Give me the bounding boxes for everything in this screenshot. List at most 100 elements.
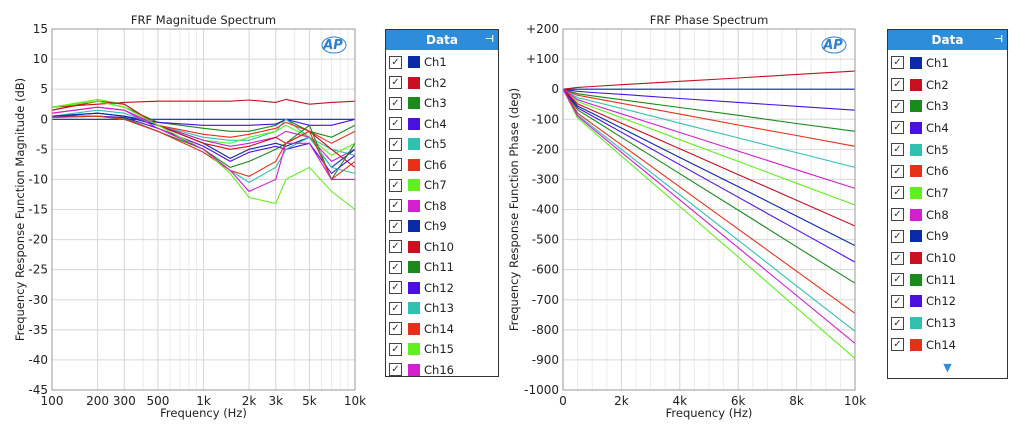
scroll-down-arrow-icon[interactable]: ▼	[943, 361, 952, 374]
legend-item-ch13[interactable]: ✓ Ch13	[386, 298, 498, 319]
legend-item-ch12[interactable]: ✓ Ch12	[888, 291, 1007, 313]
checkbox[interactable]: ✓	[389, 322, 402, 336]
x-tick-label: 10k	[844, 394, 866, 408]
checkbox[interactable]: ✓	[389, 117, 402, 131]
legend-item-ch4[interactable]: ✓ Ch4	[386, 114, 498, 135]
checkbox[interactable]: ✓	[389, 219, 402, 233]
series-line-ch2	[562, 70, 856, 90]
legend-item-ch2[interactable]: ✓ Ch2	[888, 74, 1007, 96]
checkbox[interactable]: ✓	[389, 342, 402, 356]
checkbox[interactable]: ✓	[891, 143, 904, 157]
y-tick-label: -800	[532, 323, 559, 337]
legend-item-ch2[interactable]: ✓ Ch2	[386, 73, 498, 94]
legend-header: Data ⊣	[386, 30, 498, 50]
checkbox[interactable]: ✓	[891, 294, 904, 308]
legend-item-ch14[interactable]: ✓ Ch14	[386, 319, 498, 340]
y-tick-label: -25	[28, 263, 48, 277]
checkbox[interactable]: ✓	[891, 208, 904, 222]
legend-label: Ch4	[926, 120, 949, 135]
legend-title: Data	[426, 33, 458, 47]
y-tick-label: -500	[532, 233, 559, 247]
legend-phase: Data ⊣ ✓ Ch1 ✓ Ch2 ✓ Ch3 ✓ Ch4 ✓ Ch5 ✓ Ch6 ✓ Ch7 ✓ Ch8 ✓ C…	[887, 29, 1008, 379]
legend-item-ch14[interactable]: ✓ Ch14	[888, 334, 1007, 356]
legend-label: Ch5	[926, 142, 949, 157]
y-axis-label: Frequency Response Function Magnitude (d…	[13, 78, 27, 341]
y-tick-label: -900	[532, 353, 559, 367]
legend-item-ch5[interactable]: ✓ Ch5	[888, 139, 1007, 161]
plot-border	[562, 28, 856, 391]
color-swatch	[910, 186, 922, 199]
checkbox[interactable]: ✓	[389, 178, 402, 192]
legend-item-ch1[interactable]: ✓ Ch1	[386, 52, 498, 73]
y-tick-label: -300	[532, 172, 559, 186]
pin-icon[interactable]: ⊣	[484, 34, 494, 45]
legend-item-ch5[interactable]: ✓ Ch5	[386, 134, 498, 155]
checkbox[interactable]: ✓	[891, 316, 904, 330]
y-tick-label: -5	[36, 142, 48, 156]
checkbox[interactable]: ✓	[389, 55, 402, 69]
legend-item-ch9[interactable]: ✓ Ch9	[386, 216, 498, 237]
checkbox[interactable]: ✓	[891, 251, 904, 265]
checkbox[interactable]: ✓	[389, 158, 402, 172]
checkbox[interactable]: ✓	[389, 76, 402, 90]
checkbox[interactable]: ✓	[891, 229, 904, 243]
checkbox[interactable]: ✓	[389, 240, 402, 254]
legend-item-ch8[interactable]: ✓ Ch8	[386, 196, 498, 217]
legend-item-ch1[interactable]: ✓ Ch1	[888, 52, 1007, 74]
legend-item-ch3[interactable]: ✓ Ch3	[888, 95, 1007, 117]
checkbox[interactable]: ✓	[891, 186, 904, 200]
checkbox[interactable]: ✓	[389, 363, 402, 377]
color-swatch	[408, 117, 420, 130]
legend-item-ch12[interactable]: ✓ Ch12	[386, 278, 498, 299]
checkbox[interactable]: ✓	[389, 281, 402, 295]
legend-label: Ch9	[926, 229, 949, 244]
checkbox[interactable]: ✓	[389, 199, 402, 213]
legend-item-ch10[interactable]: ✓ Ch10	[386, 237, 498, 258]
legend-label: Ch16	[424, 362, 454, 377]
y-tick-label: -30	[28, 293, 48, 307]
checkbox[interactable]: ✓	[389, 301, 402, 315]
legend-item-ch7[interactable]: ✓ Ch7	[888, 182, 1007, 204]
x-tick-label: 0	[559, 394, 567, 408]
legend-item-ch13[interactable]: ✓ Ch13	[888, 312, 1007, 334]
legend-item-ch11[interactable]: ✓ Ch11	[888, 269, 1007, 291]
x-tick-label: 5k	[302, 394, 317, 408]
series-line-ch16	[51, 106, 355, 193]
legend-item-ch8[interactable]: ✓ Ch8	[888, 204, 1007, 226]
legend-label: Ch7	[424, 178, 447, 193]
legend-item-ch6[interactable]: ✓ Ch6	[888, 160, 1007, 182]
series-line-ch11	[562, 88, 856, 284]
x-axis-label: Frequency (Hz)	[160, 406, 247, 420]
y-tick-label: 5	[40, 82, 48, 96]
legend-item-ch16[interactable]: ✓ Ch16	[386, 360, 498, 381]
checkbox[interactable]: ✓	[891, 99, 904, 113]
checkbox[interactable]: ✓	[891, 273, 904, 287]
checkbox[interactable]: ✓	[891, 164, 904, 178]
legend-item-ch4[interactable]: ✓ Ch4	[888, 117, 1007, 139]
legend-item-ch6[interactable]: ✓ Ch6	[386, 155, 498, 176]
checkbox[interactable]: ✓	[891, 121, 904, 135]
legend-item-ch9[interactable]: ✓ Ch9	[888, 226, 1007, 248]
y-tick-label: +100	[526, 52, 559, 66]
legend-item-ch10[interactable]: ✓ Ch10	[888, 247, 1007, 269]
checkbox[interactable]: ✓	[389, 137, 402, 151]
pin-icon[interactable]: ⊣	[993, 34, 1003, 45]
checkbox[interactable]: ✓	[891, 56, 904, 70]
legend-item-ch7[interactable]: ✓ Ch7	[386, 175, 498, 196]
legend-item-ch11[interactable]: ✓ Ch11	[386, 257, 498, 278]
color-swatch	[910, 100, 922, 113]
legend-item-ch15[interactable]: ✓ Ch15	[386, 339, 498, 360]
series-line-ch8	[562, 88, 856, 189]
checkbox[interactable]: ✓	[389, 260, 402, 274]
x-tick-label: 2k	[242, 394, 257, 408]
ap-logo: AP	[322, 38, 343, 53]
legend-item-ch3[interactable]: ✓ Ch3	[386, 93, 498, 114]
legend-label: Ch7	[926, 185, 949, 200]
y-tick-label: -45	[28, 383, 48, 397]
color-swatch	[408, 261, 420, 274]
checkbox[interactable]: ✓	[891, 338, 904, 352]
ap-logo-ring	[321, 36, 347, 54]
checkbox[interactable]: ✓	[389, 96, 402, 110]
checkbox[interactable]: ✓	[891, 78, 904, 92]
x-axis-label: Frequency (Hz)	[666, 406, 753, 420]
